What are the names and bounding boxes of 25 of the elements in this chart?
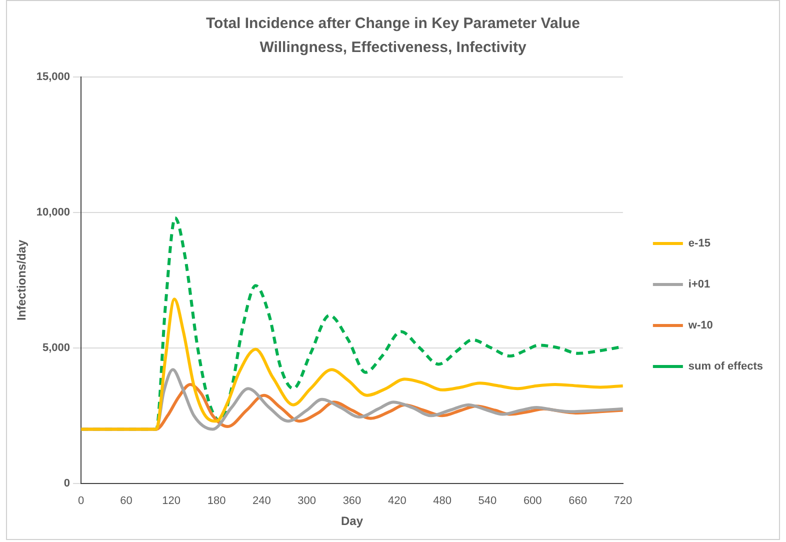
x-tick-label: 180	[207, 495, 226, 508]
y-tick-label: 10,000	[36, 206, 70, 218]
legend-label: w-10	[687, 320, 713, 332]
x-tick-label: 0	[78, 495, 84, 508]
legend-label: sum of effects	[688, 360, 764, 373]
x-tick-label: 300	[298, 495, 316, 508]
legend-label: e-15	[688, 238, 710, 250]
x-tick-label: 420	[388, 495, 406, 508]
chart-title: Total Incidence after Change in Key Parameter Value	[204, 15, 582, 32]
x-axis-title: Day	[340, 514, 364, 528]
x-tick-label: 480	[433, 495, 452, 508]
x-tick-label: 120	[162, 495, 181, 508]
y-tick-label: 0	[64, 477, 70, 490]
x-tick-label: 720	[614, 495, 632, 508]
x-tick-label: 60	[120, 495, 132, 508]
y-tick-label: 5,000	[42, 342, 70, 354]
x-tick-label: 240	[252, 495, 271, 508]
chart-subtitle: Willingness, Effectiveness, Infectivity	[258, 39, 528, 56]
x-tick-label: 600	[523, 495, 542, 508]
x-tick-label: 540	[478, 495, 497, 508]
legend-label: i+01	[688, 278, 710, 291]
y-axis-title: Infections/day	[14, 240, 29, 321]
y-tick-label: 15,000	[36, 71, 70, 84]
x-tick-label: 660	[568, 495, 587, 508]
x-tick-label: 360	[342, 495, 362, 508]
